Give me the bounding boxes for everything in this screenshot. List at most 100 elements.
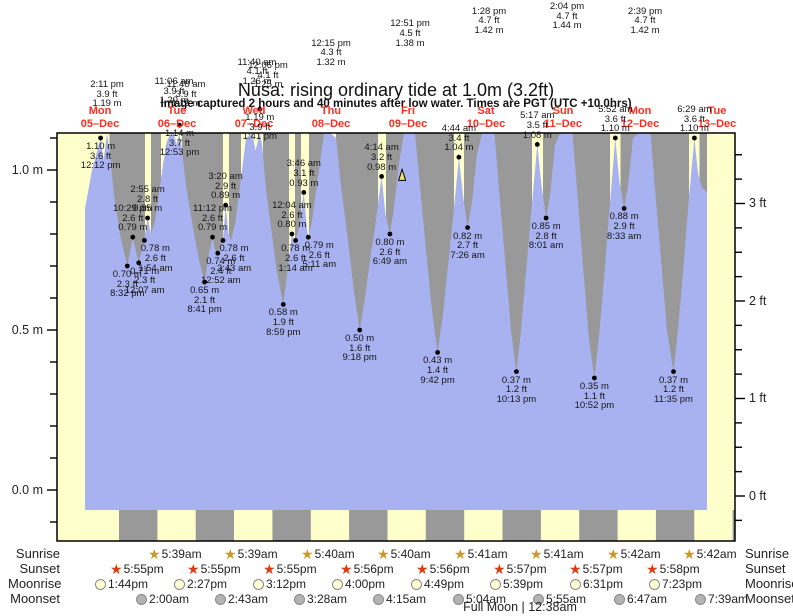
sunrise-star-icon: ★	[301, 546, 314, 562]
sunset-time: 5:56pm	[429, 562, 470, 576]
moonset-circle-icon	[695, 593, 706, 605]
sunrise-entry: ★ 5:40am	[301, 547, 355, 561]
sunset-entry: ★ 5:57pm	[569, 562, 623, 576]
sunset-entry: ★ 5:56pm	[340, 562, 394, 576]
tide-annotation: 0.80 m 2.6 ft 6:49 am	[372, 237, 408, 268]
tide-annotation: 5:52 am 3.6 ft 1.10 m	[598, 104, 633, 135]
sunset-row-label: Sunset	[19, 561, 60, 576]
sunrise-time: 5:39am	[161, 547, 202, 561]
sunrise-star-icon: ★	[224, 546, 237, 562]
tide-point	[289, 231, 295, 237]
moonrise-entry: 6:31pm	[570, 577, 623, 591]
moonrise-time: 5:39pm	[503, 577, 544, 591]
tide-point	[301, 190, 307, 195]
sunrise-entry: ★ 5:39am	[224, 547, 278, 561]
tide-point	[280, 302, 286, 307]
tide-annotation: 11:12 pm 2.6 ft 0.79 m	[193, 203, 232, 234]
sunset-time: 5:57pm	[506, 562, 547, 576]
moonrise-circle-icon	[253, 578, 264, 590]
moonrise-entry: 2:27pm	[174, 577, 227, 591]
tide-annotation: 6:29 am 3.6 ft 1.10 m	[677, 104, 712, 135]
moonrise-entry: 5:39pm	[490, 577, 543, 591]
day-label: Mon 05–Dec	[80, 105, 120, 130]
strip-night-band	[272, 510, 311, 541]
tide-point	[387, 231, 393, 237]
sunset-entry: ★ 5:55pm	[110, 562, 164, 576]
tide-annotation: 0.88 m 2.9 ft 8:33 am	[606, 211, 642, 242]
moonset-entry: 7:39am	[695, 592, 748, 606]
moonrise-circle-icon	[570, 578, 581, 590]
tide-point	[435, 350, 440, 355]
strip-night-band	[349, 510, 388, 541]
sunrise-time: 5:39am	[237, 547, 278, 561]
moonrise-entry: 4:49pm	[411, 577, 464, 591]
moonrise-circle-icon	[490, 578, 501, 590]
moonset-time: 3:28am	[307, 592, 348, 606]
sunset-time: 5:56pm	[353, 562, 394, 576]
tide-annotation: 3:20 am 2.9 ft 0.89 m	[208, 171, 243, 202]
sunrise-star-icon: ★	[530, 546, 543, 562]
warning-triangle-icon	[397, 167, 407, 181]
tide-point	[543, 215, 549, 221]
left-axis-label: 1.0 m	[12, 163, 43, 177]
strip-night-band	[655, 510, 695, 541]
high-tide-label: 11:40 am 4.1 ft 1.26 m	[237, 56, 277, 87]
moonset-entry: 4:15am	[373, 592, 426, 606]
tide-point	[379, 174, 384, 179]
tide-point	[257, 106, 263, 112]
tide-point	[671, 369, 676, 374]
moonset-circle-icon	[294, 593, 305, 605]
sunrise-entry: ★ 5:40am	[377, 547, 431, 561]
moonset-entry: 2:00am	[136, 592, 189, 606]
sunrise-star-icon: ★	[454, 546, 467, 562]
tide-point	[130, 234, 136, 240]
moonset-row-label: Moonset	[745, 591, 793, 606]
sunset-star-icon: ★	[110, 561, 123, 577]
day-label: Sun 11–Dec	[544, 105, 582, 130]
tide-point	[514, 369, 519, 374]
day-label: Mon 12–Dec	[620, 105, 660, 130]
tide-annotation: 0.37 m 1.2 ft 10:13 pm	[496, 374, 537, 405]
moonset-entry: 5:04am	[453, 592, 506, 606]
sunrise-row-label: Sunrise	[745, 546, 790, 561]
tide-annotation: 1.10 m 3.6 ft 12:12 pm	[80, 141, 121, 172]
moonrise-row-label: Moonrise	[8, 576, 62, 591]
tide-point	[456, 154, 462, 160]
tide-annotation: 0.58 m 1.9 ft 8:59 pm	[266, 307, 301, 338]
sunrise-time: 5:40am	[314, 547, 355, 561]
sunrise-star-icon: ★	[148, 546, 161, 562]
tide-point	[202, 279, 208, 285]
high-tide-label: 11:06 am 3.9 ft 1.20 m	[154, 76, 194, 107]
moonrise-entry: 3:12pm	[253, 577, 306, 591]
sunrise-entry: ★ 5:41am	[530, 547, 584, 561]
tide-point	[124, 263, 130, 269]
moonset-entry: 2:43am	[215, 592, 268, 606]
tide-annotation: 2:55 am 2.8 ft 0.85 m	[130, 184, 165, 215]
tide-annotation: 0.43 m 1.4 ft 9:42 pm	[420, 355, 455, 386]
tide-point	[145, 215, 151, 221]
sunrise-star-icon: ★	[683, 546, 696, 562]
sunrise-time: 5:42am	[620, 547, 661, 561]
moonrise-circle-icon	[174, 578, 185, 590]
sunrise-star-icon: ★	[377, 546, 390, 562]
day-label: Sat 10–Dec	[466, 105, 506, 130]
sunrise-entry: ★ 5:42am	[607, 547, 661, 561]
tide-point	[215, 250, 221, 256]
tide-annotation: 1.19 m 3.9 ft 1:41 pm	[242, 112, 277, 143]
tide-annotation: 3:46 am 3.1 ft 0.93 m	[286, 158, 321, 189]
moonset-time: 4:15am	[386, 592, 427, 606]
tide-annotation: 0.70 m 2.3 ft 8:32 pm	[110, 269, 145, 300]
strip-night-band	[195, 510, 234, 541]
moonset-time: 2:00am	[149, 592, 190, 606]
moonrise-entry: 4:00pm	[332, 577, 385, 591]
moonset-circle-icon	[215, 593, 226, 605]
tide-annotation: 0.35 m 1.1 ft 10:52 pm	[574, 381, 615, 412]
sunrise-time: 5:41am	[543, 547, 584, 561]
chart-title: Nusa: rising ordinary tide at 1.0m (3.2f…	[237, 80, 555, 100]
sunrise-time: 5:42am	[696, 547, 737, 561]
moonset-time: 5:55am	[546, 592, 587, 606]
tide-point	[136, 260, 142, 266]
sunset-entry: ★ 5:56pm	[416, 562, 470, 576]
moonrise-time: 3:12pm	[266, 577, 307, 591]
